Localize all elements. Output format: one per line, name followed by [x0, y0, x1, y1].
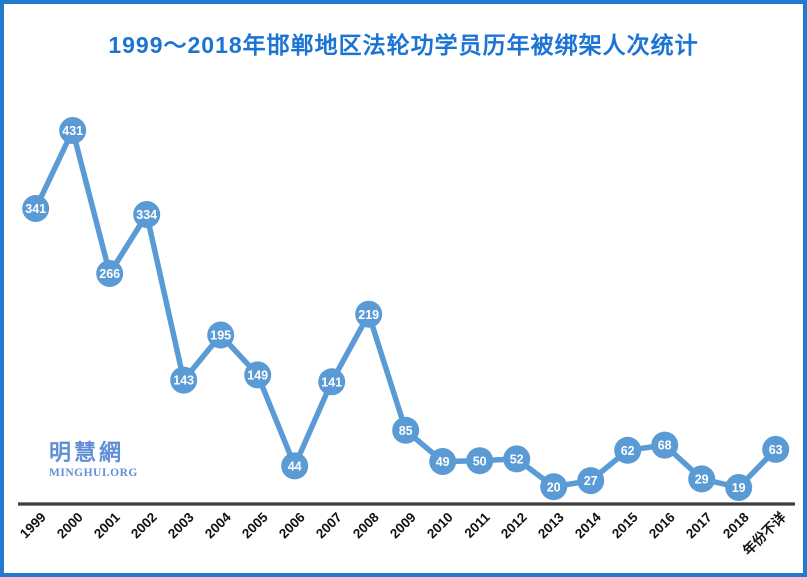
data-label-2014: 27 [584, 474, 598, 488]
x-tick-label-2008: 2008 [350, 509, 382, 541]
data-label-2011: 50 [473, 454, 487, 468]
x-tick-label-2000: 2000 [54, 510, 86, 542]
data-point-2003 [170, 366, 198, 394]
data-label-2003: 143 [173, 374, 194, 388]
x-tick-label-2016: 2016 [646, 509, 678, 541]
data-label-2005: 149 [247, 369, 268, 383]
x-tick-label-2009: 2009 [387, 510, 419, 542]
data-label-2000: 431 [62, 124, 83, 138]
data-point-2008 [355, 300, 383, 328]
data-label-年份不详: 63 [769, 443, 783, 457]
data-label-1999: 341 [25, 202, 46, 216]
x-tick-label-2013: 2013 [535, 509, 567, 541]
data-point-1999 [22, 195, 50, 222]
data-point-2014 [577, 467, 605, 495]
data-point-2001 [96, 260, 124, 287]
watermark-url-text: MINGHUI.ORG [49, 467, 138, 480]
x-tick-label-2014: 2014 [572, 509, 604, 541]
data-label-2010: 49 [436, 455, 450, 469]
data-point-2004 [207, 321, 235, 349]
data-point-2015 [614, 436, 642, 464]
data-point-2017 [688, 465, 716, 493]
minghui-watermark: 明慧網 MINGHUI.ORG [49, 440, 138, 480]
data-label-2016: 68 [658, 439, 672, 453]
data-point-2007 [318, 368, 346, 396]
data-point-2011 [466, 447, 494, 475]
data-point-2016 [651, 431, 679, 459]
data-label-2018: 19 [732, 481, 746, 495]
data-point-2006 [281, 452, 309, 480]
data-point-2009 [392, 416, 420, 444]
chart-title: 1999～2018年邯郸地区法轮功学员历年被绑架人次统计 [108, 32, 699, 58]
data-label-2008: 219 [358, 308, 379, 322]
x-tick-label-1999: 1999 [17, 510, 49, 542]
x-tick-label-2012: 2012 [498, 510, 530, 542]
data-label-2007: 141 [321, 375, 342, 389]
data-label-2013: 20 [547, 480, 561, 494]
data-point-2018 [725, 474, 753, 501]
data-point-年份不详 [762, 435, 790, 463]
x-tick-label-2004: 2004 [202, 509, 234, 541]
x-tick-label-2001: 2001 [91, 509, 123, 541]
data-point-2010 [429, 448, 457, 475]
data-label-2002: 334 [136, 208, 157, 222]
x-tick-label-2003: 2003 [165, 509, 197, 541]
watermark-chinese-logo: 明慧網 [49, 440, 125, 465]
x-tick-label-2005: 2005 [239, 509, 271, 541]
line-chart: 341 1999 431 2000 266 2001 334 2002 143 2003 195 20… [17, 117, 795, 558]
data-label-2015: 62 [621, 444, 635, 458]
data-point-2013 [540, 473, 568, 501]
data-label-2006: 44 [288, 460, 302, 474]
x-tick-label-2011: 2011 [461, 509, 493, 541]
data-point-2000 [59, 117, 87, 144]
data-label-2012: 52 [510, 453, 524, 467]
data-label-2017: 29 [695, 473, 709, 487]
data-label-2009: 85 [399, 424, 413, 438]
data-point-2012 [503, 445, 531, 473]
x-tick-label-2006: 2006 [276, 509, 308, 541]
x-tick-label-2002: 2002 [128, 510, 160, 542]
data-point-2005 [244, 361, 272, 389]
x-tick-label-2018: 2018 [720, 509, 752, 541]
data-label-2004: 195 [210, 329, 231, 343]
x-tick-label-2017: 2017 [683, 510, 715, 542]
x-tick-label-2015: 2015 [609, 509, 641, 541]
data-label-2001: 266 [99, 267, 120, 281]
x-tick-label-2010: 2010 [424, 510, 456, 542]
x-tick-label-2007: 2007 [313, 510, 345, 542]
data-point-2002 [133, 201, 161, 228]
